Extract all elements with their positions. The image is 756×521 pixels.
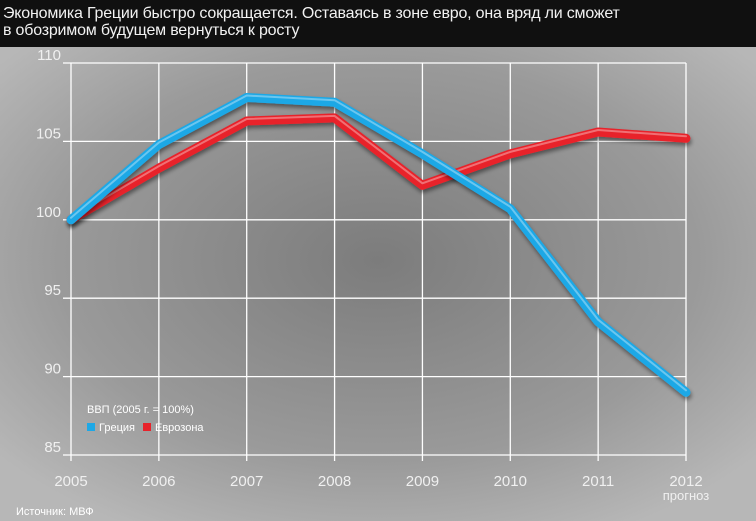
series-line-eurozone <box>66 113 691 225</box>
legend-title: ВВП (2005 г. = 100%) <box>87 404 194 416</box>
title-line-2: в обозримом будущем вернуться к росту <box>3 22 300 39</box>
x-tick-label: 2008 <box>318 473 351 490</box>
x-tick-label: 2005 <box>54 473 87 490</box>
y-tick-label: 85 <box>44 439 61 456</box>
x-tick-label: 2011 <box>582 473 614 490</box>
x-tick-label: 2006 <box>142 473 175 490</box>
y-tick-label: 100 <box>36 204 61 221</box>
plot-background <box>0 47 756 521</box>
legend-swatch-greece <box>87 423 95 431</box>
chart-title: Экономика Греции быстро сокращается. Ост… <box>0 0 756 47</box>
source-note: Источник: МВФ <box>16 506 94 518</box>
series-line-greece <box>66 93 691 397</box>
y-tick-label: 110 <box>37 47 61 64</box>
series-highlight-greece <box>70 94 687 392</box>
legend-label-eurozone: Еврозона <box>155 422 204 434</box>
x-tick-label: 2010 <box>494 473 527 490</box>
title-line-1: Экономика Греции быстро сокращается. Ост… <box>3 5 620 22</box>
legend-label-greece: Греция <box>99 422 135 434</box>
y-tick-label: 90 <box>44 361 61 378</box>
forecast-note: прогноз <box>663 488 710 503</box>
legend: ВВП (2005 г. = 100%) Греция Еврозона <box>87 404 204 434</box>
series-highlight-eurozone <box>70 114 687 219</box>
x-tick-label: 2007 <box>230 473 263 490</box>
x-tick-label: 2012 <box>669 473 702 490</box>
y-tick-label: 95 <box>44 282 61 299</box>
x-tick-label: 2009 <box>406 473 439 490</box>
legend-swatch-eurozone <box>143 423 151 431</box>
y-tick-label: 105 <box>36 125 61 142</box>
